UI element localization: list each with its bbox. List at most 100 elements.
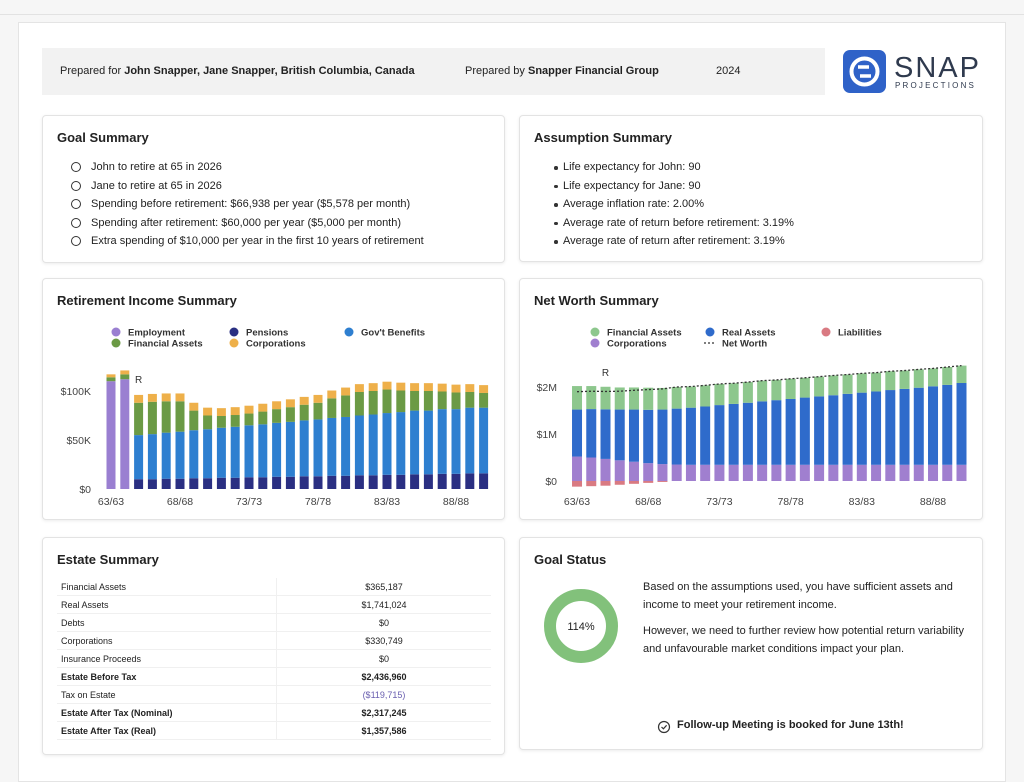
estate-label: Insurance Proceeds [57, 649, 277, 668]
x-tick-label: 78/78 [777, 496, 803, 508]
assumption-item: Average rate of return before retirement… [540, 214, 794, 233]
bar-segment [341, 387, 351, 396]
bar-segment [410, 383, 420, 391]
bar-segment [216, 477, 226, 489]
bar-segment [134, 402, 144, 436]
legend-swatch [229, 338, 239, 348]
bar-segment [299, 404, 309, 421]
bar-segment [572, 456, 583, 481]
bar-segment [771, 464, 782, 481]
bar-segment [451, 473, 461, 489]
legend-swatch [344, 327, 354, 337]
y-tick-label: $0 [79, 484, 91, 496]
assumption-item: Average rate of return after retirement:… [540, 232, 794, 251]
bar-segment [203, 415, 213, 430]
donut-label: 114% [567, 621, 595, 633]
legend-swatch [821, 327, 831, 337]
bar-segment [479, 473, 489, 489]
bar-segment [600, 386, 611, 410]
bar-segment [313, 402, 323, 420]
bar-segment [368, 475, 378, 489]
legend-label: Gov't Benefits [361, 328, 425, 339]
bar-segment [410, 391, 420, 411]
status-paragraph: Based on the assumptions used, you have … [643, 581, 953, 611]
x-tick-label: 63/63 [564, 496, 590, 508]
report-header: Prepared for John Snapper, Jane Snapper,… [42, 48, 825, 95]
bar-segment [382, 413, 392, 475]
logo: SNAP PROJECTIONS [843, 50, 979, 93]
assumption-summary-card: Assumption Summary Life expectancy for J… [519, 115, 983, 262]
bar-segment [313, 394, 323, 403]
bar-segment [600, 409, 611, 459]
bar-segment [586, 457, 597, 481]
x-tick-label: 73/73 [236, 496, 262, 508]
bar-segment [785, 378, 796, 399]
bar-segment [189, 430, 199, 479]
legend-label: Financial Assets [128, 339, 203, 350]
x-tick-label: 83/83 [849, 496, 875, 508]
estate-value: ($119,715) [276, 685, 491, 704]
bar-segment [799, 464, 810, 481]
bar-segment [643, 463, 654, 481]
logo-icon-ring [849, 56, 880, 87]
bar-segment [299, 476, 309, 489]
bar-segment [272, 409, 282, 423]
bar-segment [856, 373, 867, 393]
estate-row: Debts $0 [57, 613, 491, 632]
bar-segment [437, 409, 447, 474]
estate-label: Financial Assets [57, 578, 277, 596]
bar-segment [856, 392, 867, 465]
bar-segment [175, 478, 185, 489]
bar-segment [382, 381, 392, 390]
bar-segment [354, 475, 364, 489]
goal-donut: 114% [544, 589, 618, 663]
bar-segment [120, 379, 130, 489]
prepared-for-names: John Snapper, Jane Snapper, British Colu… [124, 65, 415, 77]
bar-segment [657, 464, 668, 481]
goal-status-card: Goal Status 114% Based on the assumption… [519, 537, 983, 750]
y-tick-label: $100K [61, 386, 91, 398]
legend-label: Real Assets [722, 328, 776, 339]
estate-label: Tax on Estate [57, 685, 277, 704]
bar-segment [341, 416, 351, 476]
bar-segment [814, 464, 825, 481]
bar-segment [700, 406, 711, 465]
bar-segment [244, 405, 254, 414]
bar-segment [899, 464, 910, 481]
bar-segment [244, 477, 254, 489]
goal-summary-card: Goal Summary John to retire at 65 in 202… [42, 115, 505, 263]
bar-segment [928, 386, 939, 465]
bar-segment [771, 400, 782, 465]
bar-segment [327, 475, 337, 489]
bar-segment [258, 403, 268, 412]
bar-segment [628, 409, 639, 462]
bar-segment [799, 397, 810, 465]
bar-segment [106, 374, 116, 378]
bar-segment [942, 384, 953, 465]
bar-segment [814, 396, 825, 465]
estate-label: Estate After Tax (Nominal) [57, 703, 277, 722]
estate-table-body: Financial Assets $365,187 Real Assets $1,74… [57, 578, 491, 740]
bar-segment [814, 376, 825, 397]
bar-segment [742, 464, 753, 481]
bar-segment [700, 385, 711, 407]
bar-segment [956, 365, 967, 384]
legend-swatch [590, 338, 600, 348]
assumption-item: Life expectancy for John: 90 [540, 158, 794, 177]
bar-segment [643, 409, 654, 464]
estate-row: Tax on Estate ($119,715) [57, 685, 491, 704]
bar-segment [856, 464, 867, 481]
bar-segment [285, 421, 295, 477]
bar-segment [161, 393, 171, 402]
bar-segment [451, 392, 461, 410]
bar-segment [899, 370, 910, 389]
bar-segment [423, 383, 433, 391]
legend-swatch [229, 327, 239, 337]
bar-segment [928, 368, 939, 387]
bar-segment [479, 407, 489, 474]
prepared-by-name: Snapper Financial Group [528, 65, 659, 77]
legend-label: Corporations [607, 339, 667, 350]
bar-segment [134, 394, 144, 403]
bar-segment [465, 407, 475, 474]
